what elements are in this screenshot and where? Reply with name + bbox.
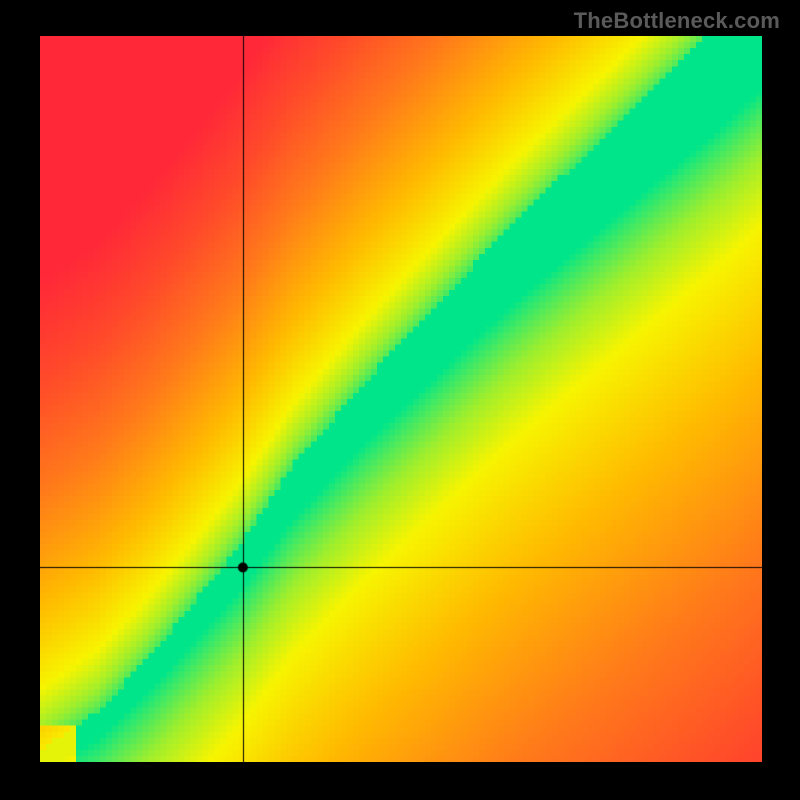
chart-container: TheBottleneck.com	[0, 0, 800, 800]
watermark-text: TheBottleneck.com	[574, 8, 780, 34]
bottleneck-heatmap	[40, 36, 762, 762]
